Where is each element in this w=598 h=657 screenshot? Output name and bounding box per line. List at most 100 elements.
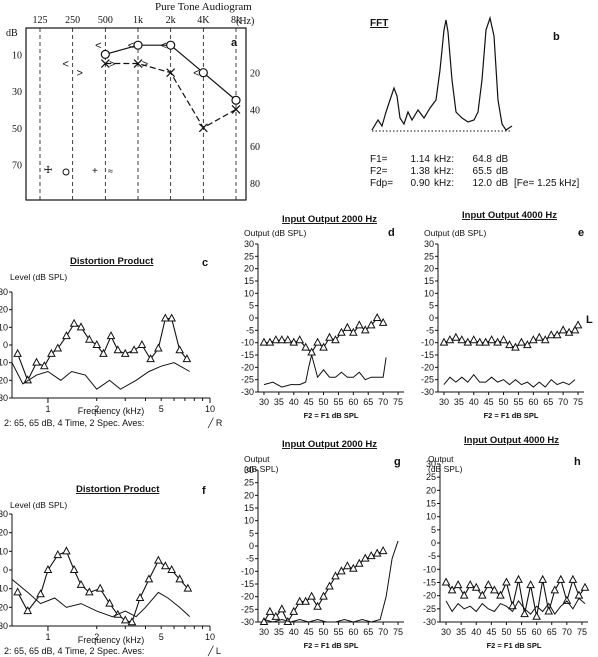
chart-panel-f: Distortion Product f Level (dB SPL)30 20 10 0… bbox=[0, 484, 221, 657]
chart-note: 2: 65, 65 dB, 4 Time, 2 Spec. Aves: bbox=[4, 646, 144, 656]
chart-ytick-label: -15 bbox=[423, 578, 436, 588]
audiogram-freq-tick: 8k bbox=[231, 15, 241, 26]
audiogram-left-ear-marker bbox=[231, 104, 241, 114]
chart-ytick-label: -10 bbox=[241, 338, 254, 348]
chart-ylabel: (dB SPL) bbox=[244, 464, 279, 474]
data-point-triangle bbox=[62, 331, 71, 340]
audiogram-right-tick: 60 bbox=[250, 142, 260, 153]
data-point-triangle bbox=[538, 574, 548, 583]
audiogram-freq-ticks: 125 250 500 1k 2k 4K 8k bbox=[33, 15, 242, 26]
chart-xtick-label: 1 bbox=[45, 632, 50, 642]
chart-ytick-label: 15 bbox=[244, 276, 254, 286]
chart-xlabel: Frequency (kHz) bbox=[78, 635, 145, 645]
chart-ytick-label: 25 bbox=[244, 478, 254, 488]
audiogram-left-tick: 50 bbox=[12, 124, 22, 135]
fft-row-freq: 1.38 bbox=[411, 166, 431, 177]
data-point-triangle bbox=[570, 325, 580, 334]
chart-ytick-label: 5 bbox=[249, 301, 254, 311]
chart-ytick-label: -10 bbox=[241, 566, 254, 576]
series-line-dp bbox=[17, 550, 189, 623]
data-point-triangle bbox=[160, 561, 170, 570]
chart-xtick-label: 70 bbox=[378, 627, 388, 637]
data-point-triangle bbox=[277, 335, 287, 344]
chart-xtick-label: 30 bbox=[259, 627, 269, 637]
audiogram-right-ear-marker bbox=[100, 49, 110, 59]
fft-spectrum-line bbox=[371, 15, 513, 131]
chart-xtick-label: 2 bbox=[94, 632, 99, 642]
chart-xtick-label: 45 bbox=[484, 397, 494, 407]
fft-row-unit: kHz: bbox=[434, 166, 454, 177]
data-point-triangle bbox=[496, 590, 505, 599]
data-point-triangle bbox=[113, 345, 123, 354]
chart-xtick-label: 35 bbox=[456, 627, 466, 637]
chart-xtick-label: 55 bbox=[333, 627, 343, 637]
data-point-triangle bbox=[556, 574, 566, 583]
data-point-triangle bbox=[13, 348, 22, 357]
data-point-triangle bbox=[259, 616, 269, 625]
data-point-triangle bbox=[505, 340, 514, 349]
chart-xtick-label: 75 bbox=[573, 397, 583, 407]
audiogram-bone-right-marker: < bbox=[193, 68, 199, 80]
data-point-triangle bbox=[175, 574, 185, 583]
data-point-triangle bbox=[457, 335, 467, 344]
data-point-triangle bbox=[529, 335, 538, 344]
fft-row-unit: kHz: bbox=[434, 154, 454, 165]
chart-ytick-label: 10 bbox=[424, 288, 434, 298]
data-point-triangle bbox=[53, 343, 63, 352]
data-point-triangle bbox=[84, 587, 94, 596]
data-point-triangle bbox=[146, 354, 155, 363]
chart-ylabel: Output bbox=[244, 454, 270, 464]
chart-xtick-label: 65 bbox=[363, 627, 373, 637]
data-point-triangle bbox=[441, 577, 451, 586]
data-point-triangle bbox=[378, 546, 388, 555]
data-point-triangle bbox=[129, 345, 139, 354]
chart-ytick-label: 10 bbox=[0, 322, 8, 332]
audiogram-left-tick: 30 bbox=[12, 87, 22, 98]
chart-xtick-label: 55 bbox=[513, 397, 523, 407]
chart-note: 2: 65, 65 dB, 4 Time, 2 Spec. Aves: bbox=[4, 418, 144, 428]
chart-ytick-label: -5 bbox=[246, 554, 254, 564]
chart-xtick-label: 75 bbox=[393, 397, 403, 407]
chart-ytick-label: -25 bbox=[423, 604, 436, 614]
audiogram-frame bbox=[25, 27, 247, 201]
chart-ytick-label: 30 bbox=[0, 287, 8, 297]
data-point-triangle bbox=[360, 325, 370, 334]
data-point-triangle bbox=[337, 566, 346, 575]
svg-text:🜊: 🜊 bbox=[44, 165, 52, 176]
chart-ytick-label: 30 bbox=[0, 509, 8, 519]
chart-title: Input Output 2000 Hz bbox=[282, 214, 377, 225]
audiogram-left-ear-marker bbox=[133, 59, 143, 68]
data-point-triangle bbox=[32, 357, 41, 366]
chart-ylabel: Level (dB SPL) bbox=[10, 272, 67, 282]
ear-label: ╱ L bbox=[207, 645, 221, 657]
data-point-triangle bbox=[76, 322, 86, 331]
chart-xtick-label: 1 bbox=[45, 404, 50, 414]
chart-title: Distortion Product bbox=[76, 484, 160, 495]
chart-ytick-label: -25 bbox=[241, 375, 254, 385]
data-point-triangle bbox=[265, 606, 275, 615]
data-point-triangle bbox=[271, 611, 281, 620]
audiogram-bone-right-marker: < bbox=[95, 40, 101, 52]
data-point-triangle bbox=[517, 337, 526, 346]
data-point-triangle bbox=[469, 335, 479, 344]
data-point-triangle bbox=[445, 335, 455, 344]
data-point-triangle bbox=[354, 558, 364, 567]
chart-xlabel: F2 = F1 dB SPL bbox=[304, 411, 359, 420]
data-point-triangle bbox=[523, 340, 532, 349]
chart-ytick-label: 15 bbox=[424, 276, 434, 286]
chart-ytick-label: 20 bbox=[0, 305, 8, 315]
data-point-triangle bbox=[540, 335, 550, 344]
audiogram-left-ticks: 10 30 50 70 bbox=[12, 50, 22, 171]
chart-ytick-label: -10 bbox=[0, 358, 8, 368]
fft-row-freq: 1.14 bbox=[411, 154, 431, 165]
chart-xtick-label: 50 bbox=[501, 627, 511, 637]
chart-xtick-label: 65 bbox=[547, 627, 557, 637]
chart-xtick-label: 75 bbox=[577, 627, 587, 637]
chart-xtick-label: 40 bbox=[471, 627, 481, 637]
data-point-triangle bbox=[514, 574, 523, 583]
chart-ylabel: Level (dB SPL) bbox=[10, 500, 67, 510]
svg-text:≈: ≈ bbox=[108, 166, 113, 176]
data-point-triangle bbox=[534, 332, 544, 341]
chart-xtick-label: 30 bbox=[259, 397, 269, 407]
data-point-triangle bbox=[463, 337, 473, 346]
